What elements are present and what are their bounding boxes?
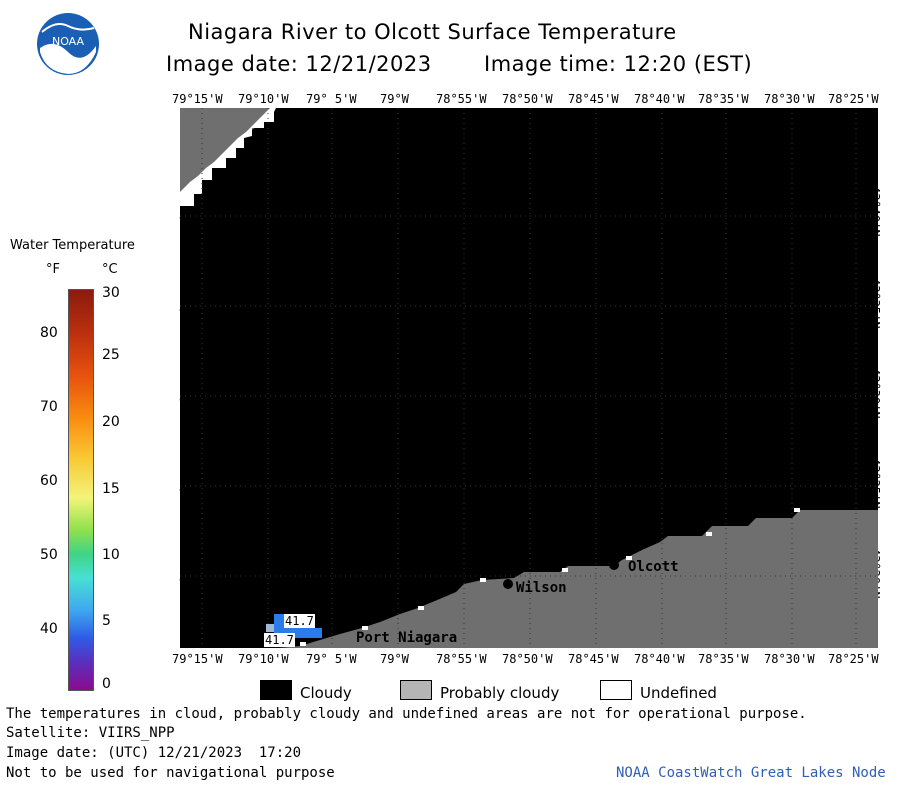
f-tick: 40 <box>40 621 58 637</box>
noaa-logo-text: NOAA <box>52 35 85 48</box>
lon-tick: 78°45'W <box>568 92 619 106</box>
colorbar-title: Water Temperature <box>10 238 135 253</box>
c-tick: 0 <box>102 676 111 692</box>
lon-tick: 78°35'W <box>698 92 749 106</box>
lon-tick: 78°40'W <box>634 92 685 106</box>
legend-cloudy-swatch <box>260 680 292 700</box>
c-tick: 20 <box>102 414 120 430</box>
c-tick: 30 <box>102 285 120 301</box>
lon-tick: 78°35'W <box>698 652 749 666</box>
colorbar <box>68 289 94 691</box>
lon-tick: 79°15'W <box>172 92 223 106</box>
coast-undefined-steps <box>300 508 800 646</box>
undefined-strip <box>180 108 276 206</box>
disclaimer: The temperatures in cloud, probably clou… <box>6 706 807 722</box>
map-svg <box>180 108 878 648</box>
page-title: Niagara River to Olcott Surface Temperat… <box>188 20 677 44</box>
temp-label: 41.7 <box>264 633 295 647</box>
colorbar-unit-c: °C <box>102 262 118 277</box>
f-tick: 80 <box>40 325 58 341</box>
graticule <box>180 108 878 648</box>
place-label-wilson: Wilson <box>516 580 567 596</box>
noaa-logo: NOAA <box>36 12 100 76</box>
temp-label: 41.7 <box>284 614 315 628</box>
lon-tick: 78°50'W <box>502 92 553 106</box>
sst-pixels <box>266 614 322 638</box>
lon-tick: 78°30'W <box>764 92 815 106</box>
lon-tick: 78°55'W <box>436 652 487 666</box>
credit: NOAA CoastWatch Great Lakes Node <box>616 765 886 781</box>
nav-warning: Not to be used for navigational purpose <box>6 765 335 781</box>
lon-tick: 78°45'W <box>568 652 619 666</box>
legend-undefined-label: Undefined <box>640 684 717 702</box>
lon-tick: 79° 5'W <box>306 652 357 666</box>
lon-tick: 78°25'W <box>828 92 879 106</box>
f-tick: 70 <box>40 399 58 415</box>
lon-tick: 79°W <box>380 92 409 106</box>
olcott-marker <box>609 560 619 570</box>
lon-tick: 79°15'W <box>172 652 223 666</box>
c-tick: 25 <box>102 347 120 363</box>
c-tick: 10 <box>102 547 120 563</box>
c-tick: 15 <box>102 481 120 497</box>
lon-tick: 79°10'W <box>238 92 289 106</box>
f-tick: 60 <box>40 473 58 489</box>
wilson-marker <box>503 579 513 589</box>
legend-probably-cloudy-label: Probably cloudy <box>440 684 560 702</box>
place-label-port-niagara: Port Niagara <box>356 630 458 646</box>
lon-tick: 79°W <box>380 652 409 666</box>
legend-cloudy-label: Cloudy <box>300 684 352 702</box>
legend-probably-cloudy-swatch <box>400 680 432 700</box>
legend-undefined-swatch <box>600 680 632 700</box>
colorbar-unit-f: °F <box>46 262 60 277</box>
lon-tick: 78°50'W <box>502 652 553 666</box>
lon-tick: 78°40'W <box>634 652 685 666</box>
lon-tick: 78°30'W <box>764 652 815 666</box>
image-time: Image time: 12:20 (EST) <box>484 52 753 76</box>
south-shore-land <box>278 510 878 648</box>
map-panel <box>180 108 878 648</box>
lon-tick: 79° 5'W <box>306 92 357 106</box>
satellite-info: Satellite: VIIRS_NPP <box>6 725 175 741</box>
utc-date: Image date: (UTC) 12/21/2023 17:20 <box>6 745 302 761</box>
c-tick: 5 <box>102 613 111 629</box>
image-date: Image date: 12/21/2023 <box>166 52 432 76</box>
f-tick: 50 <box>40 547 58 563</box>
lon-tick: 79°10'W <box>238 652 289 666</box>
lon-tick: 78°25'W <box>828 652 879 666</box>
lon-tick: 78°55'W <box>436 92 487 106</box>
place-label-olcott: Olcott <box>628 559 679 575</box>
